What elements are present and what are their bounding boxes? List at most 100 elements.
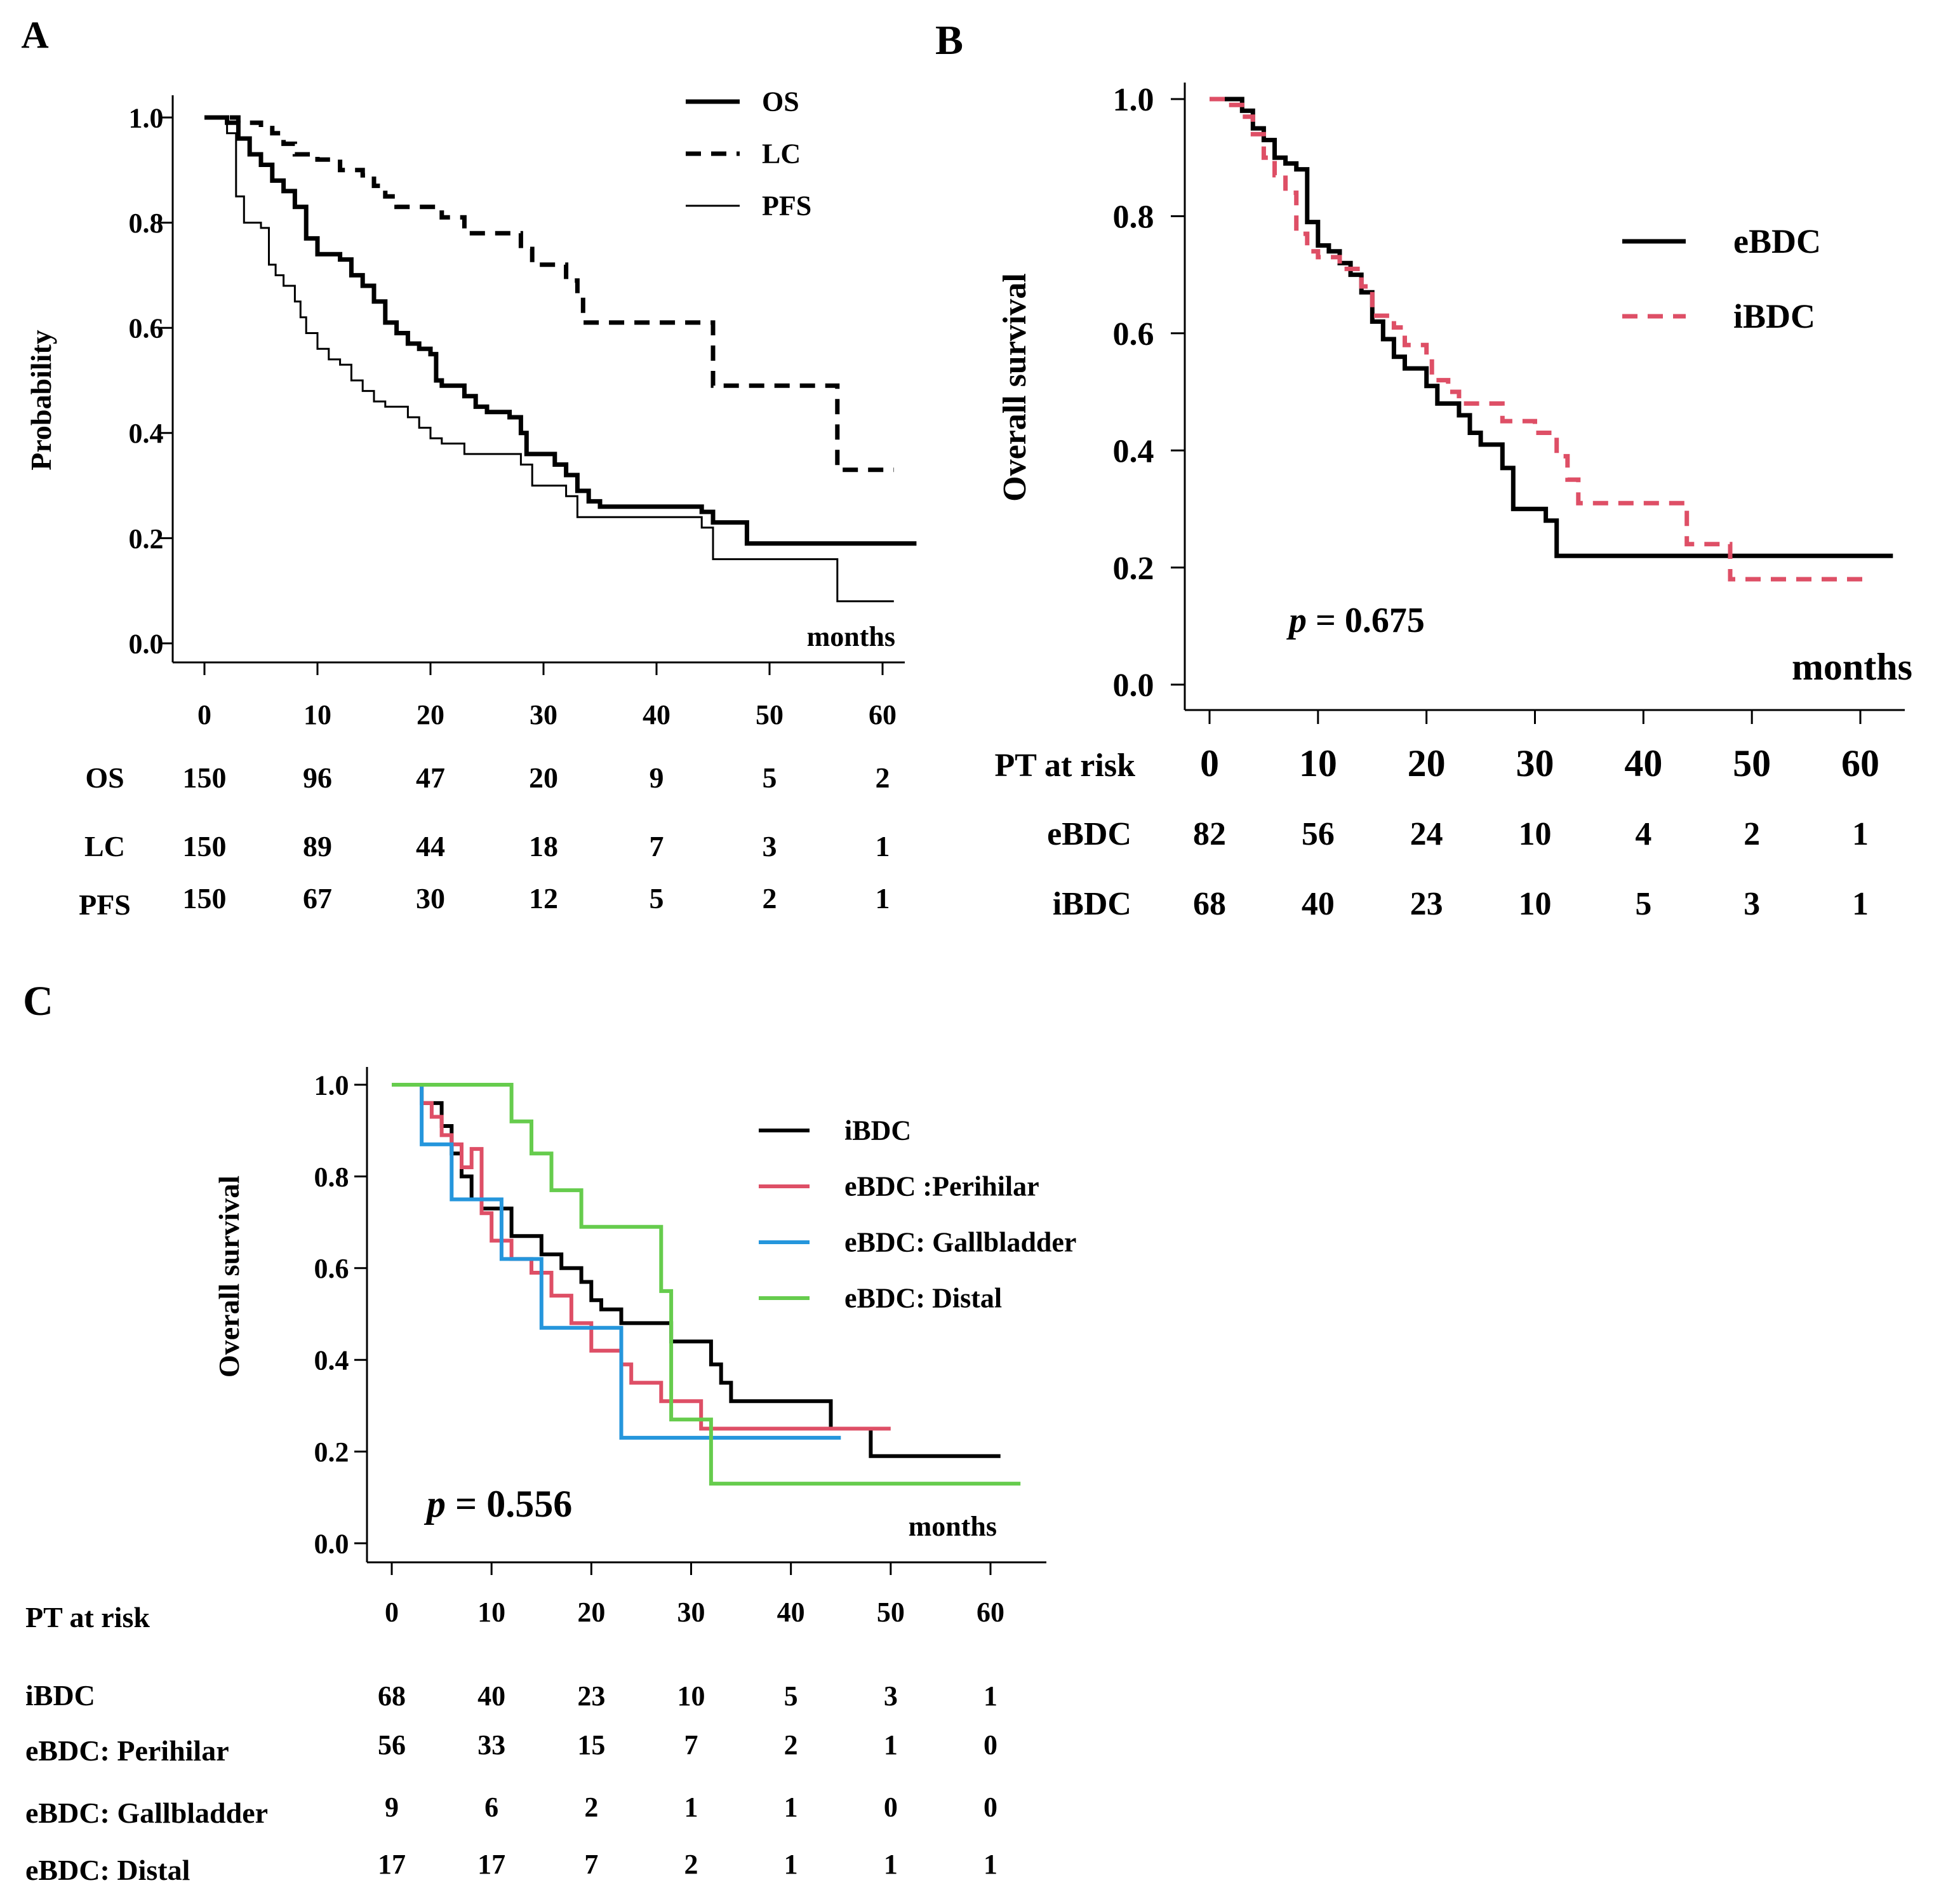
risk-value: 7 [650,830,664,862]
x-tick-label: 60 [869,699,897,730]
y-tick-label: 0.2 [1113,551,1154,587]
panel-a: A 0.0 0.2 0.4 0.6 0.8 1.0 0 10 20 30 40 50 60 months Pr… [21,14,917,921]
x-axis-label: months [807,621,895,652]
x-tick-label: 50 [877,1597,905,1628]
series-ebdc-distal [392,1083,1021,1486]
legend-label: eBDC: Gallbladder [844,1227,1076,1258]
x-tick-label: 0 [1200,742,1219,784]
risk-value: 30 [416,882,445,915]
series-pfs [204,116,894,603]
risk-value: 1 [1852,886,1869,922]
risk-value: 2 [684,1849,698,1880]
y-axis-label: Overall survival [213,1176,245,1378]
risk-value: 96 [303,761,332,794]
panel-label: A [21,14,48,56]
risk-value: 150 [183,882,227,915]
risk-value: 40 [1302,886,1335,922]
y-tick-label: 0.0 [129,628,164,659]
risk-value: 10 [1519,886,1552,922]
p-value-symbol: p [1286,601,1307,640]
series-ebdc-gallbladder [392,1083,841,1440]
legend-label: eBDC: Distal [844,1283,1002,1314]
x-tick-label: 60 [1841,742,1879,784]
risk-value: 67 [303,882,332,915]
risk-value: 47 [416,761,445,794]
risk-value: 0 [984,1792,997,1823]
x-axis-label: months [909,1511,997,1542]
y-tick-label: 1.0 [314,1069,349,1101]
risk-value: 6 [484,1792,498,1823]
risk-value: 56 [378,1729,406,1760]
risk-value: 5 [763,761,777,794]
x-axis-label: months [1792,646,1912,688]
risk-value: 2 [584,1792,598,1823]
y-tick-label: 0.8 [129,208,164,239]
risk-value: 1 [984,1849,997,1880]
y-tick-label: 0.6 [1113,316,1154,352]
risk-table-header: PT at risk [25,1601,150,1633]
p-value: p = 0.556 [423,1483,572,1525]
risk-value: 2 [763,882,777,915]
x-tick-label: 10 [1299,742,1337,784]
x-tick-label: 10 [303,699,331,730]
risk-value: 56 [1302,816,1335,852]
x-tick-label: 30 [1516,742,1554,784]
risk-value: 3 [884,1680,898,1712]
risk-row-label: eBDC: Distal [25,1854,190,1886]
x-tick-label: 30 [677,1597,705,1628]
risk-value: 12 [529,882,558,915]
risk-value: 1 [876,882,890,915]
y-tick-label: 1.0 [1113,82,1154,118]
risk-value: 68 [1193,886,1226,922]
y-tick-label: 0.2 [314,1437,349,1468]
risk-value: 150 [183,830,227,862]
p-value-symbol: p [423,1483,446,1525]
risk-value: 23 [577,1680,605,1712]
risk-row-label: iBDC [1053,886,1131,922]
y-tick-label: 0.8 [314,1162,349,1193]
x-tick-label: 10 [477,1597,505,1628]
y-tick-label: 0.4 [129,418,164,449]
risk-value: 9 [650,761,664,794]
legend-label: PFS [762,191,811,222]
risk-row-label: eBDC: Gallbladder [25,1797,268,1829]
series-ibdc [392,1083,1001,1458]
x-tick-label: 50 [1733,742,1771,784]
risk-value: 18 [529,830,558,862]
risk-table-header: PT at risk [994,748,1135,784]
risk-row-label: PFS [79,888,131,921]
risk-value: 1 [1852,816,1869,852]
risk-value: 89 [303,830,332,862]
y-tick-label: 0.2 [129,523,164,554]
risk-value: 17 [477,1849,505,1880]
x-tick-label: 40 [643,699,670,730]
risk-value: 1 [884,1849,898,1880]
p-value: p = 0.675 [1286,601,1425,640]
risk-value: 15 [577,1729,605,1760]
risk-value: 24 [1410,816,1443,852]
legend-label: eBDC :Perihilar [844,1171,1039,1202]
risk-row-label: eBDC: Perihilar [25,1734,229,1767]
risk-value: 1 [884,1729,898,1760]
legend-label: eBDC [1733,222,1821,260]
panel-label: C [23,978,53,1024]
x-tick-label: 20 [417,699,444,730]
risk-value: 3 [1744,886,1760,922]
legend-label: LC [762,138,801,170]
x-tick-label: 50 [756,699,784,730]
risk-value: 7 [684,1729,698,1760]
y-tick-label: 0.4 [1113,433,1154,469]
legend-label: iBDC [1733,297,1815,335]
p-value-text: = 0.675 [1307,601,1425,640]
risk-value: 2 [1744,816,1760,852]
risk-value: 33 [477,1729,505,1760]
risk-value: 2 [876,761,890,794]
y-tick-label: 0.0 [314,1528,349,1559]
risk-value: 9 [385,1792,399,1823]
risk-value: 1 [784,1792,798,1823]
risk-value: 4 [1635,816,1651,852]
risk-value: 5 [650,882,664,915]
x-tick-label: 40 [777,1597,805,1628]
x-tick-label: 30 [530,699,557,730]
x-tick-label: 20 [577,1597,605,1628]
